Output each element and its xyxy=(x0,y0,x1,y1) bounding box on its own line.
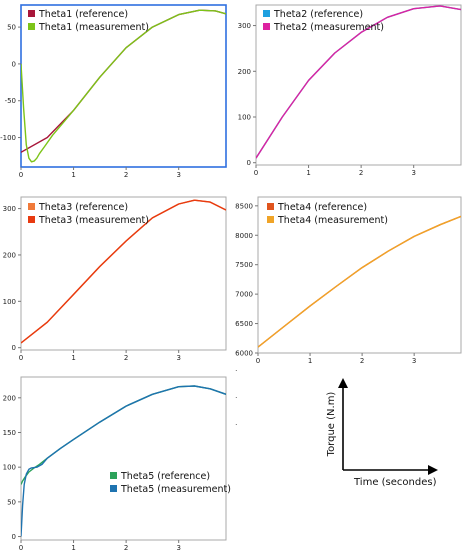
legend-label: Theta3 (measurement) xyxy=(38,215,149,226)
legend-label: Theta4 (measurement) xyxy=(277,215,388,226)
y-tick-label: 8500 xyxy=(235,202,253,210)
legend-swatch xyxy=(267,216,274,223)
y-tick-label: 100 xyxy=(3,298,16,306)
x-tick-label: 1 xyxy=(71,354,75,362)
guide-xlabel: Time (secondes) xyxy=(353,477,437,488)
x-tick-label: 0 xyxy=(19,544,23,550)
legend-swatch xyxy=(28,23,35,30)
series-line-theta3-measurement xyxy=(21,199,226,344)
x-tick-label: 2 xyxy=(360,357,364,365)
legend-label: Theta5 (reference) xyxy=(120,471,210,482)
y-tick-label: 200 xyxy=(3,251,16,259)
x-tick-label: 1 xyxy=(71,171,75,179)
series-line-theta2-measurement xyxy=(256,5,461,159)
legend-swatch xyxy=(110,485,117,492)
y-tick-label: 0 xyxy=(247,159,251,167)
chart-theta2[interactable]: 0 1 2 3 300 200 100 0 Theta2 (reference) Theta2 (… xyxy=(238,4,462,177)
series-line-theta4-reference xyxy=(258,215,461,348)
y-tick-label: -50 xyxy=(5,97,16,105)
legend-label: Theta5 (measurement) xyxy=(120,484,231,495)
x-tick-label: 3 xyxy=(176,171,180,179)
x-tick-label: 1 xyxy=(308,357,312,365)
legend-label: Theta1 (reference) xyxy=(38,9,128,20)
x-tick-label: 3 xyxy=(176,544,180,550)
axes-guide: Torque (N.m) Time (secondes) xyxy=(326,378,438,488)
x-tick-label: 0 xyxy=(254,169,258,177)
legend-label: Theta1 (measurement) xyxy=(38,22,149,33)
plot-frame xyxy=(20,4,227,168)
y-tick-label: 200 xyxy=(238,68,251,76)
legend-label: Theta3 (reference) xyxy=(38,202,128,213)
y-tick-label: 200 xyxy=(3,394,16,402)
x-tick-label: 3 xyxy=(176,354,180,362)
y-arrow-head-icon xyxy=(338,378,348,388)
y-tick-label: 7000 xyxy=(235,291,253,299)
y-tick-label: 0 xyxy=(12,60,16,68)
y-tick-label: 50 xyxy=(7,24,16,32)
legend-label: Theta4 (reference) xyxy=(277,202,367,213)
chart-theta3[interactable]: 0 1 2 3 300 200 100 0 Theta3 (reference) Theta3 (… xyxy=(3,196,227,362)
legend-swatch xyxy=(28,203,35,210)
chart-theta1[interactable]: 0 1 2 3 50 0 -50 -100 Theta1 (reference) Theta1 (… xyxy=(0,4,227,179)
x-tick-label: 1 xyxy=(71,544,75,550)
y-tick-label: 300 xyxy=(3,205,16,213)
x-tick-label: 0 xyxy=(19,171,23,179)
x-tick-label: 2 xyxy=(124,171,128,179)
y-tick-label: 0 xyxy=(12,344,16,352)
legend-swatch xyxy=(28,216,35,223)
x-arrow-head-icon xyxy=(428,465,438,475)
y-tick-label: 7500 xyxy=(235,261,253,269)
separator-dot: . xyxy=(235,364,238,373)
legend-swatch xyxy=(263,10,270,17)
legend-label: Theta2 (measurement) xyxy=(273,22,384,33)
series-line-theta5-measurement xyxy=(21,385,226,537)
separator-dot: . xyxy=(235,391,238,400)
plot-frame xyxy=(255,4,462,166)
x-tick-label: 2 xyxy=(124,354,128,362)
plot-frame xyxy=(257,196,462,354)
legend-swatch xyxy=(267,203,274,210)
x-tick-label: 0 xyxy=(256,357,260,365)
legend-swatch xyxy=(263,23,270,30)
legend-swatch xyxy=(28,10,35,17)
x-tick-label: 3 xyxy=(411,169,415,177)
chart-theta5[interactable]: 0 1 2 3 200 150 100 50 0 Theta5 (reference) Theta5… xyxy=(3,376,231,550)
legend-swatch xyxy=(110,472,117,479)
plot-frame xyxy=(20,196,227,351)
x-tick-label: 0 xyxy=(19,354,23,362)
series-line-theta5-reference xyxy=(21,385,226,485)
y-tick-label: 0 xyxy=(12,533,16,541)
separator-dot: . xyxy=(235,418,238,427)
x-tick-label: 3 xyxy=(412,357,416,365)
y-tick-label: 100 xyxy=(3,464,16,472)
plot-frame xyxy=(20,376,227,541)
y-tick-label: 6000 xyxy=(235,350,253,358)
y-tick-label: 50 xyxy=(7,498,16,506)
x-tick-label: 2 xyxy=(124,544,128,550)
y-tick-label: -100 xyxy=(0,134,16,142)
x-tick-label: 2 xyxy=(359,169,363,177)
y-tick-label: 300 xyxy=(238,22,251,30)
series-line-theta4-measurement xyxy=(258,215,461,348)
chart-theta4[interactable]: 0 1 2 3 8500 8000 7500 7000 6500 6000 Theta4 (refe… xyxy=(235,196,462,365)
legend-label: Theta2 (reference) xyxy=(273,9,363,20)
y-tick-label: 150 xyxy=(3,429,16,437)
x-tick-label: 1 xyxy=(306,169,310,177)
y-tick-label: 100 xyxy=(238,114,251,122)
guide-ylabel: Torque (N.m) xyxy=(326,392,337,458)
y-tick-label: 8000 xyxy=(235,232,253,240)
y-tick-label: 6500 xyxy=(235,320,253,328)
series-line-theta1-measurement xyxy=(21,9,226,163)
